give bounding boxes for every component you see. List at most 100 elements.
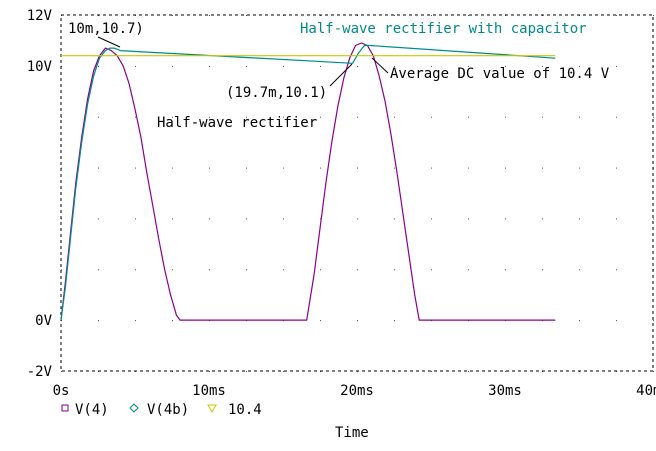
grid-dot <box>61 371 62 372</box>
grid-dot <box>357 167 358 169</box>
grid-dot <box>431 167 432 169</box>
grid-dot <box>394 65 395 67</box>
grid-dot <box>283 371 284 372</box>
y-tick-label: -2V <box>27 364 53 380</box>
x-tick-label: 40ms <box>636 383 656 399</box>
grid-dot <box>320 218 321 220</box>
grid-dot <box>209 116 210 118</box>
x-tick-label: 10ms <box>192 383 226 399</box>
annotation-capacitor-label: Half-wave rectifier with capacitor <box>300 21 587 37</box>
grid-dot <box>135 320 136 322</box>
grid-dot <box>172 15 173 16</box>
grid-dot <box>394 167 395 169</box>
y-tick-label: 10V <box>27 59 53 75</box>
grid-dot <box>135 167 136 169</box>
grid-dot <box>172 167 173 169</box>
annotation-peak-1-leader <box>97 36 121 48</box>
grid-dot <box>320 320 321 322</box>
grid-dot <box>246 269 247 271</box>
x-tick-label: 20ms <box>340 383 374 399</box>
grid-dot <box>505 167 506 169</box>
grid-dot <box>431 269 432 271</box>
legend-label-v4: V(4) <box>75 402 109 418</box>
grid-dot <box>653 218 654 220</box>
grid-dot <box>616 167 617 169</box>
grid-dot <box>653 371 654 372</box>
grid-dot <box>579 167 580 169</box>
grid-dot <box>468 167 469 169</box>
grid-dot <box>98 218 99 220</box>
grid-dot <box>542 218 543 220</box>
x-axis-label: Time <box>335 425 369 441</box>
grid-dot <box>283 218 284 220</box>
grid-dot <box>246 116 247 118</box>
legend-label-v4b: V(4b) <box>147 402 189 418</box>
grid-dot <box>357 320 358 322</box>
annotations: 10m,10.7) Half-wave rectifier with capac… <box>68 21 610 131</box>
grid-dot <box>209 65 210 67</box>
grid-dot <box>320 167 321 169</box>
grid-dot <box>283 167 284 169</box>
grid-dot <box>98 116 99 118</box>
x-tick-label: 0s <box>53 383 70 399</box>
legend-marker-v4b <box>129 403 139 413</box>
grid-dot <box>579 320 580 322</box>
grid-dot <box>98 65 99 67</box>
grid-dot <box>98 320 99 322</box>
legend-label-avg: 10.4 <box>228 402 262 418</box>
grid-dot <box>394 15 395 16</box>
grid-dot <box>431 371 432 372</box>
annotation-peak-1: 10m,10.7) <box>68 21 144 37</box>
grid-dot <box>357 218 358 220</box>
grid-dot <box>505 116 506 118</box>
grid-dot <box>283 65 284 67</box>
grid-dot <box>135 116 136 118</box>
grid-dot <box>172 320 173 322</box>
grid-dot <box>616 116 617 118</box>
grid-dot <box>135 269 136 271</box>
annotation-halfwave-label: Half-wave rectifier <box>157 115 317 131</box>
grid-dot <box>320 65 321 67</box>
grid-dot <box>61 116 62 118</box>
grid-dot <box>579 269 580 271</box>
grid-dot <box>209 218 210 220</box>
grid-dot <box>616 269 617 271</box>
grid-dot <box>616 320 617 322</box>
grid-dot <box>283 116 284 118</box>
grid-dot <box>209 15 210 16</box>
y-tick-label: 0V <box>35 313 52 329</box>
grid-dot <box>468 218 469 220</box>
grid-dot <box>394 320 395 322</box>
grid-dot <box>653 15 654 16</box>
grid-dot <box>246 218 247 220</box>
grid-dot <box>431 116 432 118</box>
grid-dot <box>579 218 580 220</box>
grid-dot <box>246 65 247 67</box>
grid-dot <box>209 371 210 372</box>
grid-dot <box>505 269 506 271</box>
grid-dot <box>172 65 173 67</box>
grid-dot <box>357 65 358 67</box>
legend-marker-avg <box>207 404 217 414</box>
grid-dot <box>246 167 247 169</box>
plot-frame <box>60 14 654 372</box>
grid-dot <box>209 167 210 169</box>
annotation-trough: (19.7m,10.1) <box>226 85 327 101</box>
grid-dot <box>320 116 321 118</box>
x-tick-label: 30ms <box>488 383 522 399</box>
annotation-average-leader <box>371 57 389 74</box>
grid-dot <box>135 65 136 67</box>
grid-dot <box>246 15 247 16</box>
grid-dot <box>616 65 617 67</box>
grid-dot <box>98 269 99 271</box>
annotation-average-label: Average DC value of 10.4 V <box>390 66 610 82</box>
annotation-trough-leader <box>329 63 353 87</box>
legend: V(4) V(4b) 10.4 <box>61 402 262 418</box>
grid-dot <box>61 269 62 271</box>
grid-dot <box>542 269 543 271</box>
grid-dot <box>357 116 358 118</box>
grid-dot <box>542 167 543 169</box>
grid-dot <box>468 269 469 271</box>
